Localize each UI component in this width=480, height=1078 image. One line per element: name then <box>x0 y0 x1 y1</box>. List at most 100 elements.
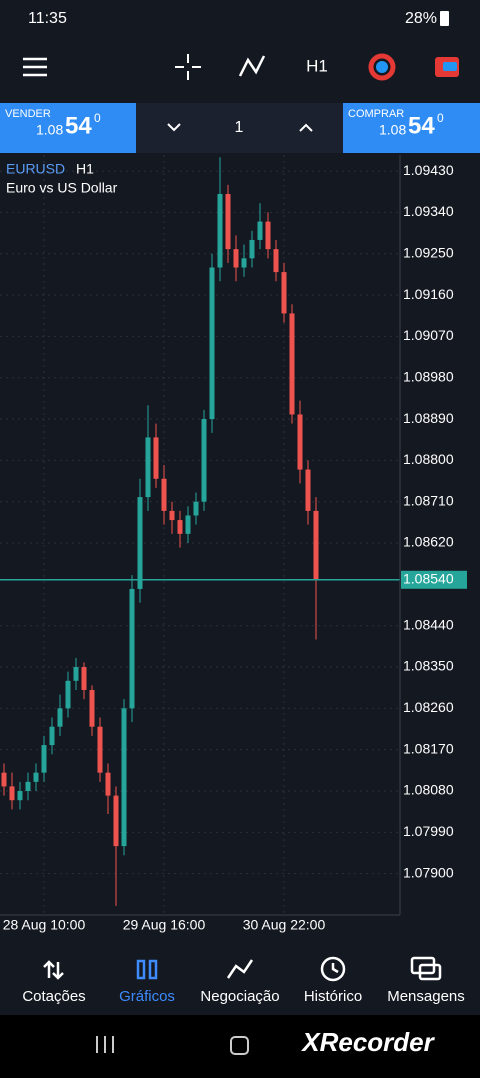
candle-body <box>217 194 223 268</box>
lot-value[interactable]: 1 <box>235 119 244 136</box>
buy-price-sup: 0 <box>437 111 444 125</box>
candle-body <box>257 221 263 240</box>
system-nav <box>0 1015 480 1078</box>
candle-body <box>81 667 87 690</box>
candle-body <box>89 689 95 727</box>
nav-tab[interactable]: Mensagens <box>387 988 465 1005</box>
y-tick-label: 1.07990 <box>403 823 454 839</box>
y-tick-label: 1.08620 <box>403 534 454 550</box>
candle-body <box>153 437 159 479</box>
crosshair-icon[interactable] <box>175 54 201 80</box>
candle-body <box>57 708 63 727</box>
y-tick-label: 1.07900 <box>403 864 454 880</box>
y-tick-label: 1.08980 <box>403 368 454 384</box>
candle-body <box>297 414 303 470</box>
candle-body <box>177 520 183 534</box>
x-tick-label: 29 Aug 16:00 <box>123 917 206 933</box>
candle-body <box>145 437 151 498</box>
nav-tab[interactable]: Cotações <box>22 988 85 1005</box>
sell-button[interactable] <box>0 103 136 153</box>
chart-description: Euro vs US Dollar <box>6 180 118 196</box>
sell-price-sup: 0 <box>94 111 101 125</box>
candle-body <box>17 791 23 801</box>
candle-body <box>273 249 279 273</box>
y-tick-label: 1.09160 <box>403 286 454 302</box>
nav-bar: Cotações Gráficos Negociação Histórico Mensa… <box>22 988 464 1005</box>
candle-body <box>169 510 175 521</box>
y-tick-label: 1.08260 <box>403 699 454 715</box>
trade-icon-inner <box>443 62 457 71</box>
candle-body <box>113 795 119 847</box>
candle-body <box>265 221 271 250</box>
candle-body <box>185 515 191 534</box>
nav-tab[interactable]: Gráficos <box>119 988 175 1005</box>
candle-body <box>33 772 39 782</box>
candle-body <box>41 745 47 773</box>
buy-button[interactable] <box>343 103 480 153</box>
y-tick-label: 1.09340 <box>403 203 454 219</box>
y-tick-label: 1.08800 <box>403 451 454 467</box>
candle-body <box>1 772 7 787</box>
candle-body <box>121 708 127 847</box>
nav-tab[interactable]: Negociação <box>200 988 279 1005</box>
objects-icon[interactable] <box>368 53 396 81</box>
candle-body <box>225 194 231 250</box>
nav-icons <box>43 956 442 982</box>
chart-symbol: EURUSD <box>6 161 65 177</box>
candle-body <box>233 249 239 268</box>
chart-timeframe: H1 <box>76 161 94 177</box>
candle-body <box>97 726 103 773</box>
candle-body <box>105 772 111 796</box>
objects-icon-inner <box>376 61 388 73</box>
nav-tab[interactable]: Histórico <box>304 988 362 1005</box>
battery-icon <box>440 11 449 26</box>
buy-price-main: 1.08 <box>379 122 406 138</box>
y-tick-label: 1.08890 <box>403 410 454 426</box>
status-time: 11:35 <box>28 10 67 27</box>
candle-body <box>129 588 135 709</box>
sell-label: VENDER <box>5 108 51 120</box>
y-tick-label: 1.08170 <box>403 740 454 756</box>
candle-body <box>249 239 255 259</box>
lot-down[interactable] <box>167 123 181 132</box>
sell-price-main: 1.08 <box>36 122 63 138</box>
price-label-box <box>401 570 467 589</box>
status-battery: 28% <box>405 10 437 27</box>
timeframe-button[interactable]: H1 <box>306 56 328 75</box>
candle-body <box>65 680 71 709</box>
y-tick-label: 1.08440 <box>403 616 454 632</box>
y-tick-label: 1.08080 <box>403 782 454 798</box>
system-buttons <box>96 1036 249 1055</box>
candle-body <box>289 313 295 415</box>
candle-body <box>49 726 55 746</box>
candle-body <box>161 478 167 511</box>
indicator-icon[interactable] <box>238 55 266 77</box>
candle-body <box>209 267 215 420</box>
buy-price-big: 54 <box>408 112 435 139</box>
candle-body <box>193 501 199 516</box>
candle-body <box>201 419 207 502</box>
sell-price-big: 54 <box>65 112 92 139</box>
candle-body <box>73 667 79 681</box>
y-tick-label: 1.08710 <box>403 492 454 508</box>
lot-up[interactable] <box>299 123 313 132</box>
candle-body <box>313 510 319 580</box>
y-tick-label: 1.09070 <box>403 327 454 343</box>
watermark: XRecorder <box>300 1027 435 1057</box>
candle-body <box>137 497 143 589</box>
candle-body <box>281 272 287 314</box>
candle-body <box>305 469 311 511</box>
buy-label: COMPRAR <box>348 108 404 120</box>
price-label: 1.08540 <box>403 570 454 586</box>
x-tick-label: 30 Aug 22:00 <box>243 917 326 933</box>
x-tick-label: 28 Aug 10:00 <box>3 917 86 933</box>
candle-body <box>241 258 247 268</box>
candle-body <box>9 786 15 801</box>
chart: 1.09430 1.09340 1.09250 1.09160 1.09070 1.089… <box>0 155 467 933</box>
y-tick-label: 1.09250 <box>403 244 454 260</box>
y-tick-label: 1.09430 <box>403 162 454 178</box>
menu-icon[interactable] <box>23 57 47 77</box>
candle-body <box>25 781 31 792</box>
y-tick-label: 1.08350 <box>403 658 454 674</box>
